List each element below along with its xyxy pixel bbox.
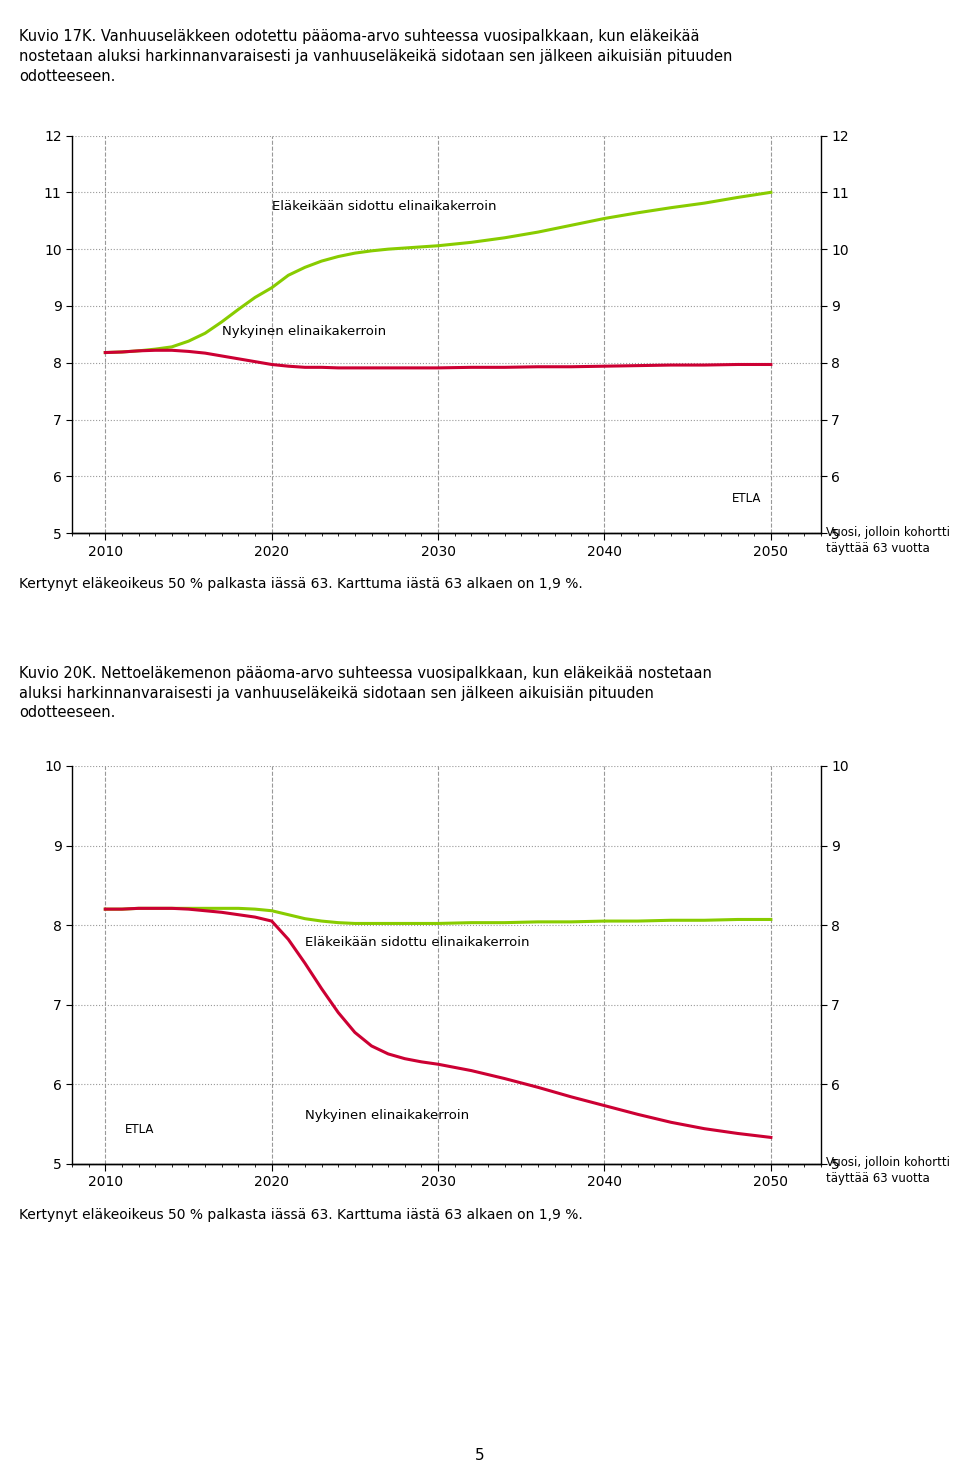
Text: 5: 5 bbox=[475, 1448, 485, 1463]
Text: Nykyinen elinaikakerroin: Nykyinen elinaikakerroin bbox=[305, 1109, 469, 1122]
Text: Kuvio 17K. Vanhuuseläkkeen odotettu pääoma-arvo suhteessa vuosipalkkaan, kun elä: Kuvio 17K. Vanhuuseläkkeen odotettu pääo… bbox=[19, 29, 732, 84]
Text: ETLA: ETLA bbox=[732, 492, 761, 505]
Text: Kertynyt eläkeoikeus 50 % palkasta iässä 63. Karttuma iästä 63 alkaen on 1,9 %.: Kertynyt eläkeoikeus 50 % palkasta iässä… bbox=[19, 1208, 583, 1223]
Text: Kuvio 20K. Nettoeläkemenon pääoma-arvo suhteessa vuosipalkkaan, kun eläkeikää no: Kuvio 20K. Nettoeläkemenon pääoma-arvo s… bbox=[19, 666, 712, 720]
Text: Eläkeikään sidottu elinaikakerroin: Eläkeikään sidottu elinaikakerroin bbox=[272, 200, 496, 214]
Text: Kertynyt eläkeoikeus 50 % palkasta iässä 63. Karttuma iästä 63 alkaen on 1,9 %.: Kertynyt eläkeoikeus 50 % palkasta iässä… bbox=[19, 577, 583, 592]
Text: ETLA: ETLA bbox=[125, 1122, 154, 1136]
Text: Vuosi, jolloin kohortti
täyttää 63 vuotta: Vuosi, jolloin kohortti täyttää 63 vuott… bbox=[826, 526, 949, 555]
Text: Nykyinen elinaikakerroin: Nykyinen elinaikakerroin bbox=[222, 326, 386, 337]
Text: Vuosi, jolloin kohortti
täyttää 63 vuotta: Vuosi, jolloin kohortti täyttää 63 vuott… bbox=[826, 1156, 949, 1186]
Text: Eläkeikään sidottu elinaikakerroin: Eläkeikään sidottu elinaikakerroin bbox=[305, 935, 530, 949]
